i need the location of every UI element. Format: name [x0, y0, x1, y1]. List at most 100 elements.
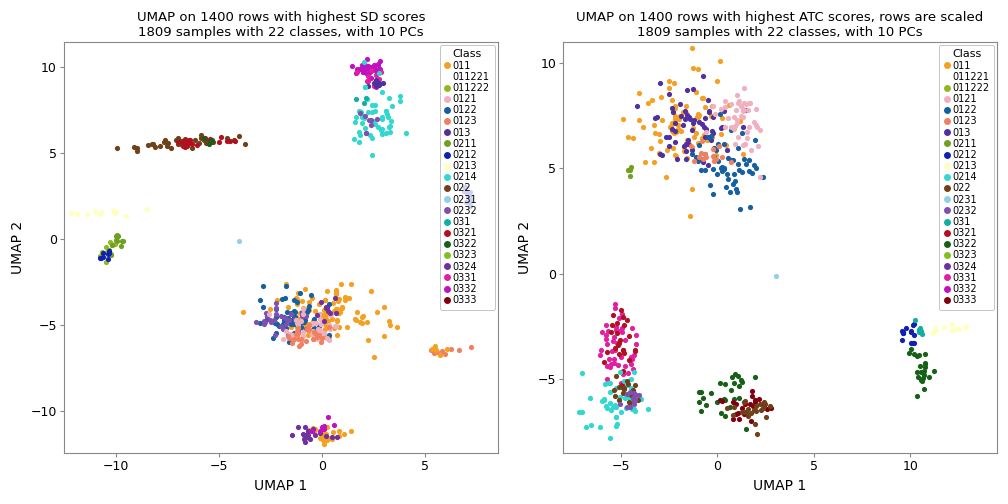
Point	[362, 64, 378, 72]
Point	[376, 302, 392, 310]
Point	[318, 326, 334, 334]
Point	[354, 313, 370, 321]
Point	[389, 323, 405, 331]
Point	[382, 128, 398, 136]
Point	[349, 65, 365, 73]
Point	[294, 310, 310, 319]
Point	[297, 312, 313, 320]
Point	[283, 320, 299, 328]
Point	[737, 400, 753, 408]
Point	[179, 141, 196, 149]
Point	[358, 129, 374, 137]
Point	[257, 318, 273, 326]
Point	[736, 84, 752, 92]
Point	[332, 308, 348, 317]
Point	[743, 146, 759, 154]
Point	[735, 150, 751, 158]
Point	[113, 242, 129, 250]
Point	[354, 319, 370, 327]
Point	[182, 136, 199, 144]
Point	[349, 69, 365, 77]
Point	[306, 329, 323, 337]
Point	[667, 151, 683, 159]
Point	[276, 313, 292, 321]
Point	[362, 63, 378, 71]
Point	[669, 121, 685, 130]
Point	[367, 120, 383, 128]
Point	[259, 315, 275, 323]
Point	[651, 138, 667, 146]
Point	[443, 345, 459, 353]
Point	[118, 212, 134, 220]
Point	[735, 123, 751, 132]
Point	[320, 436, 336, 444]
Point	[109, 231, 125, 239]
Point	[723, 100, 739, 108]
Point	[286, 315, 302, 323]
Point	[730, 409, 746, 417]
Point	[176, 135, 193, 143]
Point	[710, 141, 726, 149]
Point	[716, 165, 732, 173]
Point	[306, 426, 323, 434]
Point	[613, 379, 629, 387]
Point	[676, 143, 692, 151]
Point	[295, 311, 311, 320]
Point	[312, 312, 329, 321]
Point	[373, 115, 389, 123]
Point	[732, 394, 748, 402]
Point	[294, 309, 310, 317]
Point	[321, 323, 337, 331]
Point	[101, 249, 117, 258]
Point	[598, 403, 614, 411]
Point	[351, 138, 367, 146]
Point	[621, 403, 637, 411]
Point	[343, 427, 359, 435]
Point	[219, 138, 235, 146]
Point	[916, 385, 932, 393]
Point	[285, 331, 301, 339]
Point	[671, 115, 687, 123]
Point	[307, 330, 324, 338]
Point	[305, 316, 322, 324]
Point	[726, 125, 742, 133]
Point	[925, 329, 941, 337]
Point	[311, 434, 328, 443]
Point	[295, 430, 311, 438]
Point	[326, 324, 342, 332]
Point	[713, 105, 729, 113]
Point	[619, 394, 635, 402]
Point	[653, 93, 669, 101]
Point	[692, 166, 709, 174]
Point	[738, 100, 754, 108]
Point	[714, 167, 730, 175]
Point	[692, 407, 709, 415]
Point	[432, 351, 449, 359]
Point	[277, 324, 293, 332]
Point	[357, 83, 373, 91]
Point	[681, 113, 698, 121]
Point	[169, 134, 185, 142]
Point	[699, 128, 715, 136]
Point	[366, 79, 382, 87]
Point	[674, 108, 690, 116]
Point	[114, 237, 130, 245]
Point	[175, 138, 192, 146]
Point	[626, 367, 642, 375]
Point	[731, 166, 747, 174]
Point	[194, 131, 210, 139]
Point	[705, 113, 721, 121]
Point	[728, 185, 744, 194]
Point	[747, 136, 763, 144]
Point	[677, 155, 694, 163]
Point	[298, 325, 314, 333]
Point	[289, 328, 305, 336]
Point	[319, 310, 335, 318]
Point	[331, 432, 347, 440]
Point	[906, 331, 922, 339]
Point	[631, 89, 647, 97]
Point	[661, 90, 677, 98]
Point	[730, 133, 746, 141]
Point	[598, 335, 614, 343]
Point	[637, 158, 653, 166]
